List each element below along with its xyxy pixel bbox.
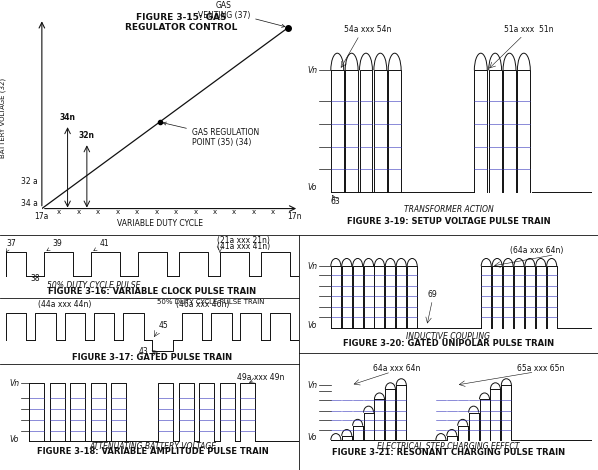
Text: x: x [193,209,197,215]
Text: 51a xxx  51n: 51a xxx 51n [504,25,554,34]
Text: x: x [174,209,178,215]
Text: 39: 39 [47,239,63,251]
Text: 17n: 17n [288,212,302,221]
Text: x: x [77,209,81,215]
Text: (64a xxx 64n): (64a xxx 64n) [510,246,563,255]
Text: Vn: Vn [308,381,318,390]
Text: Vo: Vo [308,433,317,442]
Text: 17a: 17a [35,212,49,221]
Text: x: x [271,209,275,215]
Text: ELECTRICAL STEP CHARGING EFFECT: ELECTRICAL STEP CHARGING EFFECT [377,442,520,452]
Text: FIGURE 3-17: GATED PULSE TRAIN: FIGURE 3-17: GATED PULSE TRAIN [72,353,233,362]
Text: 32 a: 32 a [21,177,38,186]
Text: x: x [135,209,139,215]
Text: FIGURE 3-16: VARIABLE CLOCK PULSE TRAIN: FIGURE 3-16: VARIABLE CLOCK PULSE TRAIN [48,287,257,296]
Text: GAS REGULATION
POINT (35) (34): GAS REGULATION POINT (35) (34) [163,122,259,147]
Text: (46a xxx 46n): (46a xxx 46n) [176,300,229,309]
Text: x: x [232,209,236,215]
Text: 50% DUTY CYCLE PULSE: 50% DUTY CYCLE PULSE [47,281,141,290]
Text: x: x [96,209,100,215]
Text: Vo: Vo [308,321,317,330]
Text: 69: 69 [428,290,437,299]
Text: 32n: 32n [79,131,95,140]
Text: 38: 38 [30,274,40,283]
Text: 50% DUTY CYCLE PULSE TRAIN: 50% DUTY CYCLE PULSE TRAIN [157,298,265,305]
Text: (41a xxx 41n): (41a xxx 41n) [217,242,270,251]
Text: FIGURE 3-21: RESONANT CHARGING PULSE TRAIN: FIGURE 3-21: RESONANT CHARGING PULSE TRA… [332,448,565,457]
Text: 34n: 34n [60,113,75,122]
Text: GAS PRESSURE DIFFERENTIAL (34)
BATTERY VOLTAGE (32): GAS PRESSURE DIFFERENTIAL (34) BATTERY V… [0,58,6,179]
Text: x: x [115,209,120,215]
Text: 34 a: 34 a [21,199,38,208]
Text: FIGURE 3-15: GAS
REGULATOR CONTROL: FIGURE 3-15: GAS REGULATOR CONTROL [125,13,237,32]
Text: Vo: Vo [308,183,317,192]
Text: x: x [57,209,61,215]
Text: 37: 37 [6,239,16,252]
Text: Vo: Vo [9,436,19,445]
Text: FIGURE 3-18: VARIABLE AMPLITUDE PULSE TRAIN: FIGURE 3-18: VARIABLE AMPLITUDE PULSE TR… [36,446,269,456]
Text: Vn: Vn [308,262,318,271]
Text: Vn: Vn [9,379,19,388]
Text: (21a xxx 21n): (21a xxx 21n) [217,236,270,245]
Text: 45: 45 [158,321,168,330]
Text: ATTENUATING BATTERY VOLTAGE: ATTENUATING BATTERY VOLTAGE [89,442,216,451]
Text: x: x [252,209,256,215]
Text: (44a xxx 44n): (44a xxx 44n) [38,300,91,309]
Text: x: x [154,209,158,215]
Text: FIGURE 3-20: GATED UNIPOLAR PULSE TRAIN: FIGURE 3-20: GATED UNIPOLAR PULSE TRAIN [343,339,554,348]
Text: 63: 63 [331,197,341,206]
Text: 41: 41 [94,239,109,251]
Text: TRANSFORMER ACTION: TRANSFORMER ACTION [404,205,493,214]
Text: INDUCTIVE COUPLING: INDUCTIVE COUPLING [407,332,490,341]
Text: GAS
VENTING (37): GAS VENTING (37) [198,1,285,27]
Text: 43: 43 [139,347,148,356]
Text: Vn: Vn [308,66,318,75]
Text: VARIABLE DUTY CYCLE: VARIABLE DUTY CYCLE [117,219,203,228]
Text: 65a xxx 65n: 65a xxx 65n [517,363,564,373]
Text: 54a xxx 54n: 54a xxx 54n [344,25,392,34]
Text: 64a xxx 64n: 64a xxx 64n [373,363,420,373]
Text: FIGURE 3-19: SETUP VOLTAGE PULSE TRAIN: FIGURE 3-19: SETUP VOLTAGE PULSE TRAIN [347,217,550,226]
Text: 49a xxx 49n: 49a xxx 49n [237,373,285,382]
Text: x: x [213,209,217,215]
